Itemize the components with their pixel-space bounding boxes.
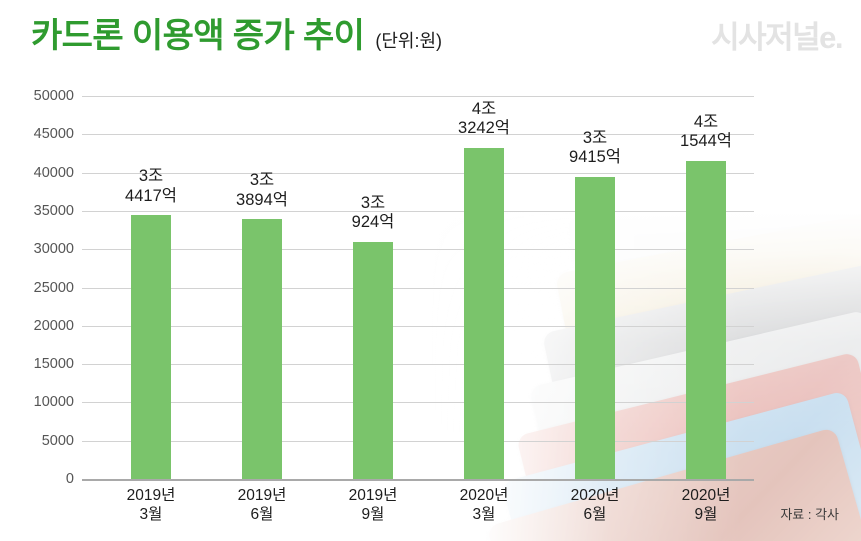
y-axis-tick-label: 20000 xyxy=(33,317,74,334)
gridline xyxy=(82,287,754,289)
bar[interactable] xyxy=(464,147,504,479)
bar-value-label: 3조 4417억 xyxy=(125,167,177,205)
header: 카드론 이용액 증가 추이 (단위:원) 시사저널e. xyxy=(0,0,861,82)
y-axis-tick-label: 0 xyxy=(65,471,74,487)
y-axis-tick-label: 10000 xyxy=(33,394,74,411)
x-axis-tick-label: 2019년 3월 xyxy=(126,487,176,523)
gridline xyxy=(82,325,754,327)
bar-value-label: 3조 924억 xyxy=(351,194,395,232)
bar[interactable] xyxy=(353,242,393,479)
x-axis-tick-label: 2019년 6월 xyxy=(237,487,287,523)
page-title: 카드론 이용액 증가 추이 xyxy=(31,17,365,55)
bar[interactable] xyxy=(131,215,171,479)
bar-value-label: 4조 3242억 xyxy=(458,99,510,138)
unit-label: (단위:원) xyxy=(375,31,443,51)
title-block: 카드론 이용액 증가 추이 (단위:원) xyxy=(31,19,442,53)
y-axis-tick-label: 25000 xyxy=(33,279,74,296)
gridline xyxy=(82,172,754,174)
y-axis-tick-label: 40000 xyxy=(33,164,74,181)
gridline xyxy=(82,134,754,136)
bar-value-label: 3조 9415억 xyxy=(569,129,621,167)
y-axis-tick-label: 45000 xyxy=(33,126,74,143)
bar[interactable] xyxy=(575,177,615,479)
brand-watermark-logo: 시사저널e. xyxy=(711,20,843,55)
y-axis-tick-label: 35000 xyxy=(33,202,74,219)
y-axis-tick-label: 5000 xyxy=(41,432,74,449)
source-note: 자료 : 각사 xyxy=(780,507,839,522)
y-axis-tick-label: 50000 xyxy=(33,88,74,104)
bar[interactable] xyxy=(686,160,726,479)
x-axis-baseline xyxy=(82,479,754,481)
gridline xyxy=(82,96,754,97)
gridline xyxy=(82,364,754,366)
bar-value-label: 4조 1544억 xyxy=(680,112,732,151)
gridline xyxy=(82,440,754,442)
gridline xyxy=(82,402,754,404)
y-axis-tick-label: 30000 xyxy=(33,241,74,258)
y-axis-tick-label: 15000 xyxy=(33,356,74,373)
x-axis-tick-label: 2019년 9월 xyxy=(348,487,398,523)
x-axis-tick-label: 2020년 9월 xyxy=(681,487,731,523)
bar[interactable] xyxy=(242,219,282,479)
gridline xyxy=(82,210,754,212)
bar-value-label: 3조 3894억 xyxy=(236,171,288,209)
gridline xyxy=(82,249,754,251)
